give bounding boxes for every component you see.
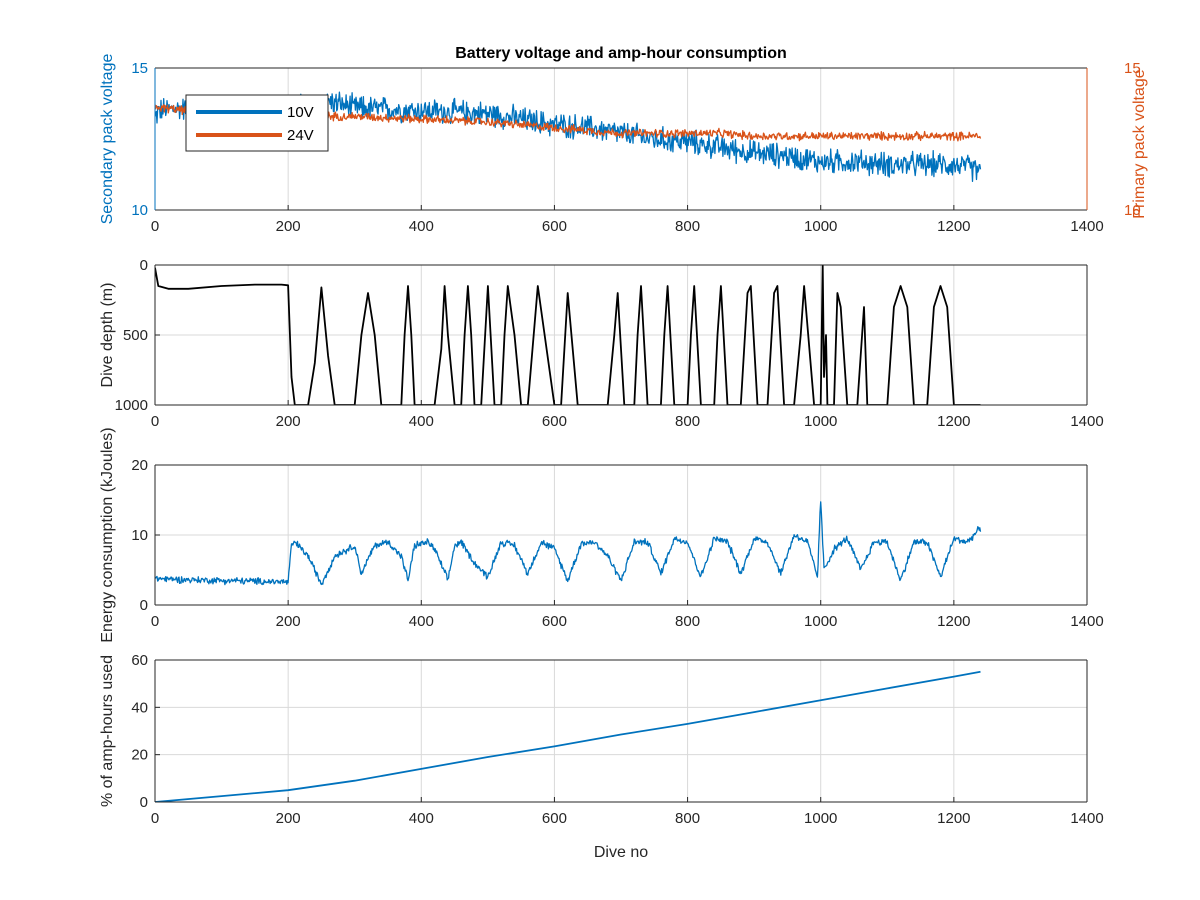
x-tick-label: 1200 xyxy=(937,810,970,827)
x-tick-label: 1400 xyxy=(1070,413,1103,430)
chart-panel-3: 0 200 400 600 800 1000 1200 1400 0 10 20 Energy con… xyxy=(99,427,1104,642)
y-right-tick-label: 10 xyxy=(1124,202,1141,219)
legend-label-24v: 24V xyxy=(287,127,314,144)
x-tick-label: 1200 xyxy=(937,218,970,235)
y-tick-label: 0 xyxy=(140,597,148,614)
x-tick-label: 0 xyxy=(151,218,159,235)
x-axis-label: Dive no xyxy=(594,844,648,861)
x-tick-label: 0 xyxy=(151,613,159,630)
legend-label-10v: 10V xyxy=(287,104,314,121)
x-tick-label: 800 xyxy=(675,810,700,827)
x-tick-label: 400 xyxy=(409,613,434,630)
x-tick-label: 200 xyxy=(276,810,301,827)
y-tick-label: 60 xyxy=(131,652,148,669)
y-tick-label: 20 xyxy=(131,747,148,764)
x-tick-label: 200 xyxy=(276,413,301,430)
x-tick-label: 1000 xyxy=(804,613,837,630)
y-tick-label: 500 xyxy=(123,327,148,344)
y-tick-label: 15 xyxy=(131,60,148,77)
x-tick-label: 800 xyxy=(675,218,700,235)
series-line-panel4-1 xyxy=(155,670,981,802)
x-tick-label: 200 xyxy=(276,613,301,630)
y-tick-label: 20 xyxy=(131,457,148,474)
x-tick-label: 200 xyxy=(276,218,301,235)
chart-panel-4: 0 200 400 600 800 1000 1200 1400 0 20 40 60 % of amp… xyxy=(99,652,1104,861)
y-tick-label: 10 xyxy=(131,202,148,219)
x-tick-label: 1000 xyxy=(804,810,837,827)
x-tick-label: 1000 xyxy=(804,413,837,430)
y-axis-label: % of amp-hours used xyxy=(99,655,116,807)
y-tick-label: 1000 xyxy=(115,397,148,414)
panels: 0 200 400 600 800 1000 1200 140010151015Seconda… xyxy=(99,54,1148,861)
x-tick-label: 1400 xyxy=(1070,613,1103,630)
chart-panel-1: 0 200 400 600 800 1000 1200 1400 10 15 10 15 Seconda… xyxy=(99,54,1148,235)
series-line-panel2-1 xyxy=(155,265,981,405)
figure-title: Battery voltage and amp-hour consumption xyxy=(455,45,787,62)
y-tick-label: 0 xyxy=(140,257,148,274)
x-tick-label: 400 xyxy=(409,413,434,430)
chart-panel-2: 0 200 400 600 800 1000 1200 1400 0 500 1000 Dive de… xyxy=(99,257,1104,430)
x-tick-label: 600 xyxy=(542,613,567,630)
x-tick-label: 1200 xyxy=(937,613,970,630)
series-line-panel3-1 xyxy=(155,501,982,586)
x-tick-label: 600 xyxy=(542,218,567,235)
x-tick-label: 1400 xyxy=(1070,810,1103,827)
x-tick-label: 800 xyxy=(675,413,700,430)
x-tick-label: 1000 xyxy=(804,218,837,235)
y-axis-label: Dive depth (m) xyxy=(99,283,116,388)
x-tick-label: 800 xyxy=(675,613,700,630)
y-tick-label: 40 xyxy=(131,699,148,716)
x-tick-label: 400 xyxy=(409,218,434,235)
y-right-tick-label: 15 xyxy=(1124,60,1141,77)
y-tick-label: 0 xyxy=(140,794,148,811)
x-tick-label: 1200 xyxy=(937,413,970,430)
y-axis-label: Secondary pack voltage xyxy=(99,54,116,225)
y-tick-label: 10 xyxy=(131,527,148,544)
legend-box xyxy=(185,94,329,152)
x-tick-label: 400 xyxy=(409,810,434,827)
x-tick-label: 1400 xyxy=(1070,218,1103,235)
x-tick-label: 600 xyxy=(542,413,567,430)
y-axis-right-label: Primary pack voltage xyxy=(1131,69,1148,218)
x-tick-label: 600 xyxy=(542,810,567,827)
plot-area xyxy=(155,660,1087,802)
y-axis-label: Energy consumption (kJoules) xyxy=(99,427,116,642)
x-tick-label: 0 xyxy=(151,810,159,827)
x-tick-label: 0 xyxy=(151,413,159,430)
